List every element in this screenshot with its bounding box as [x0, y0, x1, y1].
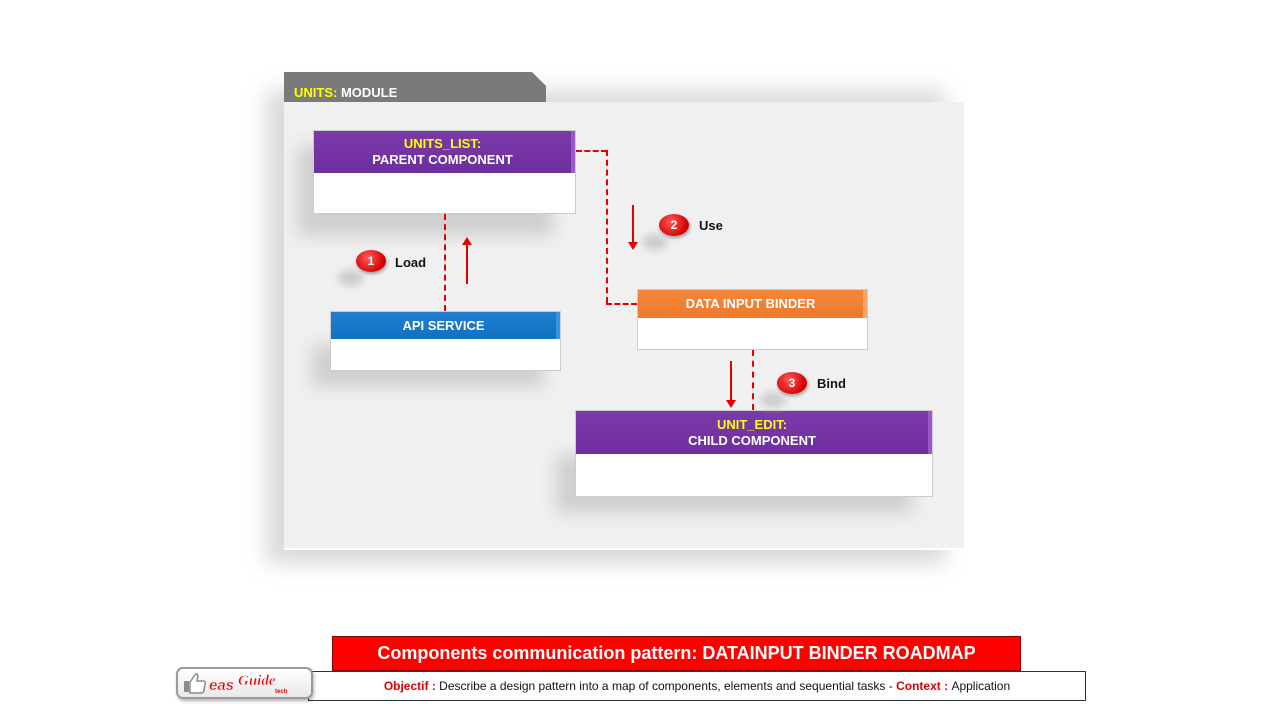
connector-binder-to-child — [752, 350, 754, 410]
child-component[interactable]: UNIT_EDIT: CHILD COMPONENT — [575, 410, 933, 497]
api-service[interactable]: API SERVICE — [330, 311, 561, 371]
data-input-binder-header: DATA INPUT BINDER — [638, 290, 867, 318]
diagram-title: Components communication pattern: DATAIN… — [332, 636, 1021, 671]
step-1-badge: 1 — [356, 250, 386, 272]
api-service-header: API SERVICE — [331, 312, 560, 339]
module-title-prefix: UNITS: — [294, 85, 338, 100]
context-label: Context : — [896, 679, 949, 693]
connector-parent-to-binder-bottom — [606, 303, 637, 305]
parent-component-name: UNITS_LIST: — [403, 136, 482, 151]
child-component-type: CHILD COMPONENT — [688, 432, 816, 448]
svg-text:tech: tech — [275, 689, 288, 695]
step-2-badge: 2 — [659, 214, 689, 236]
down-arrow-icon — [628, 205, 638, 250]
context-text: Application — [951, 679, 1011, 693]
objective-text: Describe a design pattern into a map of … — [439, 679, 893, 693]
step-3-label: Bind — [817, 376, 846, 391]
parent-component[interactable]: UNITS_LIST: PARENT COMPONENT — [313, 130, 576, 214]
child-component-name: UNIT_EDIT: — [716, 416, 788, 432]
module-tab — [284, 72, 546, 102]
step-1-label: Load — [395, 255, 427, 270]
description-bar: Objectif : Describe a design pattern int… — [308, 671, 1086, 701]
parent-component-type: PARENT COMPONENT — [372, 152, 513, 167]
parent-component-header: UNITS_LIST: PARENT COMPONENT — [314, 131, 575, 173]
badge-shadow — [642, 234, 668, 250]
logo-graphic-icon: eas Guide tech — [184, 673, 288, 695]
connector-parent-to-binder-top — [576, 150, 607, 152]
data-input-binder[interactable]: DATA INPUT BINDER — [637, 289, 868, 350]
svg-text:Guide: Guide — [238, 673, 276, 689]
easyguide-logo[interactable]: eas Guide tech — [176, 667, 313, 699]
api-service-label: API SERVICE — [402, 317, 485, 333]
step-3-badge: 3 — [777, 372, 807, 394]
svg-text:eas: eas — [209, 677, 234, 694]
data-input-binder-label: DATA INPUT BINDER — [685, 296, 816, 311]
module-title: UNITS: MODULE — [294, 85, 397, 100]
step-2-number: 2 — [670, 218, 678, 232]
step-3-number: 3 — [788, 376, 796, 390]
child-component-header: UNIT_EDIT: CHILD COMPONENT — [576, 411, 932, 454]
badge-shadow — [338, 270, 364, 286]
badge-shadow — [760, 392, 786, 408]
connector-parent-to-binder-vertical — [606, 150, 608, 303]
step-2-label: Use — [699, 218, 723, 233]
connector-api-to-parent — [444, 214, 446, 311]
step-1-number: 1 — [367, 254, 375, 268]
objective-label: Objectif : — [383, 679, 436, 693]
module-title-suffix: MODULE — [340, 85, 398, 100]
down-arrow-icon — [726, 361, 736, 408]
up-arrow-icon — [462, 237, 472, 284]
